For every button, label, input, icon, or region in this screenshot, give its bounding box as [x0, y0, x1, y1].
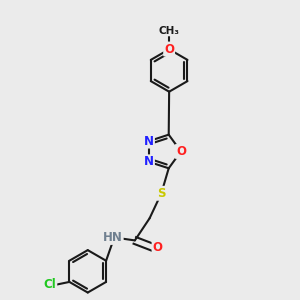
- Text: HN: HN: [103, 231, 123, 244]
- Text: CH₃: CH₃: [159, 26, 180, 36]
- Text: N: N: [144, 135, 154, 148]
- Text: S: S: [157, 187, 166, 200]
- Text: N: N: [144, 155, 154, 168]
- Text: O: O: [176, 145, 186, 158]
- Text: O: O: [164, 43, 174, 56]
- Text: O: O: [152, 241, 163, 254]
- Text: Cl: Cl: [44, 278, 56, 291]
